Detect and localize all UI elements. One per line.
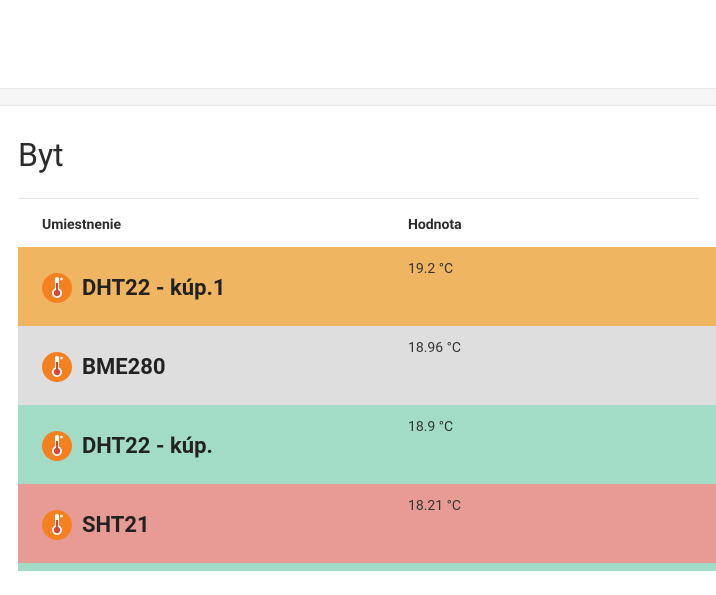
thermometer-icon bbox=[42, 352, 72, 382]
cell-value: 18.9 °C bbox=[408, 405, 716, 435]
cell-location: DHT22 - kúp. bbox=[18, 405, 408, 461]
cell-value: 18.21 °C bbox=[408, 484, 716, 514]
thermometer-icon bbox=[42, 431, 72, 461]
sensor-label: SHT21 bbox=[82, 513, 150, 538]
sensor-label: DHT22 - kúp.1 bbox=[82, 276, 225, 301]
table-row[interactable]: BME280 18.96 °C bbox=[18, 326, 716, 405]
cell-value: 19.2 °C bbox=[408, 247, 716, 277]
table-row[interactable] bbox=[18, 563, 716, 571]
content-area: Byt Umiestnenie Hodnota DHT22 - kúp.1 19… bbox=[0, 106, 716, 571]
cell-location: DHT22 - kúp.1 bbox=[18, 247, 408, 303]
table-header-row: Umiestnenie Hodnota bbox=[18, 199, 716, 247]
page-title: Byt bbox=[0, 106, 716, 198]
table-row[interactable]: SHT21 18.21 °C bbox=[18, 484, 716, 563]
table-row[interactable]: DHT22 - kúp. 18.9 °C bbox=[18, 405, 716, 484]
thermometer-icon bbox=[42, 510, 72, 540]
column-header-location: Umiestnenie bbox=[18, 217, 408, 233]
cell-location: BME280 bbox=[18, 326, 408, 382]
top-blank-area bbox=[0, 0, 716, 88]
cell-value: 18.96 °C bbox=[408, 326, 716, 356]
sensor-label: DHT22 - kúp. bbox=[82, 434, 213, 459]
sensor-label: BME280 bbox=[82, 355, 166, 380]
thermometer-icon bbox=[42, 273, 72, 303]
sensor-table: Umiestnenie Hodnota DHT22 - kúp.1 19.2 °… bbox=[18, 199, 716, 571]
cell-location: SHT21 bbox=[18, 484, 408, 540]
table-row[interactable]: DHT22 - kúp.1 19.2 °C bbox=[18, 247, 716, 326]
header-divider-band bbox=[0, 88, 716, 106]
column-header-value: Hodnota bbox=[408, 217, 716, 233]
